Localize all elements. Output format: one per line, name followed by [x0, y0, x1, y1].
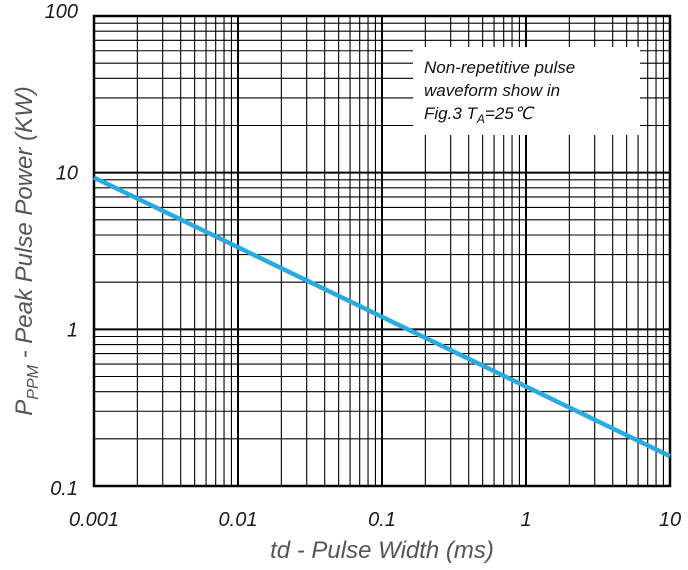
- x-tick-label: 0.1: [368, 509, 396, 531]
- y-tick-labels: 0.1 1 10 100: [45, 1, 78, 500]
- x-axis-title: td - Pulse Width (ms): [270, 537, 494, 564]
- y-axis-title-main: P: [11, 400, 38, 416]
- y-axis-title-rest: - Peak Pulse Power (KW): [11, 86, 38, 365]
- pulse-power-series-line: [93, 175, 671, 459]
- x-tick-label: 10: [659, 509, 681, 531]
- x-tick-labels: 0.001 0.01 0.1 1 10: [69, 509, 681, 531]
- annotation-line-2: waveform show in: [424, 81, 560, 100]
- y-tick-label: 1: [67, 319, 78, 341]
- x-tick-label: 0.001: [69, 509, 119, 531]
- y-tick-label: 100: [45, 1, 78, 23]
- x-tick-label: 1: [520, 509, 531, 531]
- y-tick-label: 0.1: [50, 478, 78, 500]
- y-axis-title: PPPM - Peak Pulse Power (KW): [11, 86, 42, 415]
- annotation-background: [413, 47, 640, 135]
- x-tick-label: 0.01: [219, 509, 258, 531]
- annotation-line-3-b: =25℃: [485, 104, 535, 123]
- plot-frame: [92, 14, 672, 488]
- annotation-box: Non-repetitive pulse waveform show in Fi…: [413, 47, 640, 135]
- annotation-line-3-sub: A: [476, 112, 485, 126]
- y-axis-title-sub: PPM: [25, 364, 42, 399]
- annotation-line-3-a: Fig.3 T: [424, 104, 479, 123]
- y-tick-label: 10: [56, 163, 78, 185]
- grid-lines: [93, 16, 670, 487]
- annotation-line-3: Fig.3 TA=25℃: [424, 104, 535, 126]
- annotation-line-1: Non-repetitive pulse: [424, 58, 575, 77]
- series-layer: [93, 175, 671, 459]
